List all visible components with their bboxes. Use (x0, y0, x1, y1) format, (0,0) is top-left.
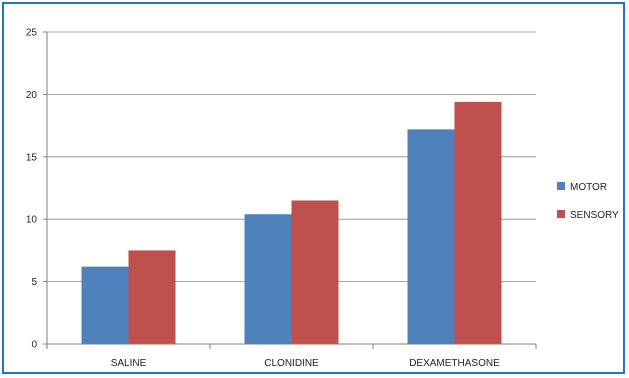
x-category-label: DEXAMETHASONE (409, 358, 500, 369)
bar-sensory-dexamethasone (454, 101, 502, 344)
bar-sensory-clonidine (291, 200, 339, 344)
legend-label-motor: MOTOR (570, 182, 607, 193)
legend-label-sensory: SENSORY (570, 210, 619, 221)
x-category-label: SALINE (111, 358, 147, 369)
y-axis: 0 5 10 15 20 25 (26, 28, 48, 351)
y-tick-label: 10 (26, 215, 38, 226)
legend-swatch-motor (557, 182, 565, 190)
legend-swatch-sensory (557, 210, 565, 218)
x-category-label: CLONIDINE (264, 358, 319, 369)
bar-motor-dexamethasone (407, 129, 455, 344)
legend: MOTOR SENSORY (557, 182, 619, 221)
bar-motor-clonidine (244, 214, 292, 344)
y-tick-label: 20 (26, 90, 38, 101)
bar-sensory-saline (128, 250, 176, 344)
x-axis: SALINE CLONIDINE DEXAMETHASONE (46, 343, 537, 369)
bar-motor-saline (81, 266, 129, 344)
y-tick-label: 15 (26, 152, 38, 163)
y-tick-label: 5 (31, 277, 37, 288)
bars (81, 101, 502, 344)
y-tick-label: 0 (31, 340, 37, 351)
y-tick-label: 25 (26, 28, 38, 39)
chart-frame: 0 5 10 15 20 25 SALINE CLONIDINE DEXAMETHASONE … (2, 2, 625, 374)
